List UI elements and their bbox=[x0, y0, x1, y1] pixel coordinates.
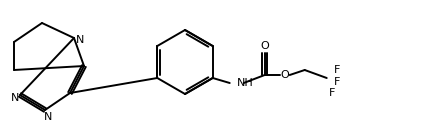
Text: N: N bbox=[76, 35, 84, 45]
Text: F: F bbox=[329, 88, 335, 98]
Text: N: N bbox=[44, 112, 52, 122]
Text: N: N bbox=[11, 93, 19, 103]
Text: F: F bbox=[334, 77, 340, 87]
Text: F: F bbox=[334, 65, 340, 75]
Text: NH: NH bbox=[237, 78, 254, 88]
Text: O: O bbox=[280, 70, 289, 80]
Text: O: O bbox=[260, 41, 269, 51]
